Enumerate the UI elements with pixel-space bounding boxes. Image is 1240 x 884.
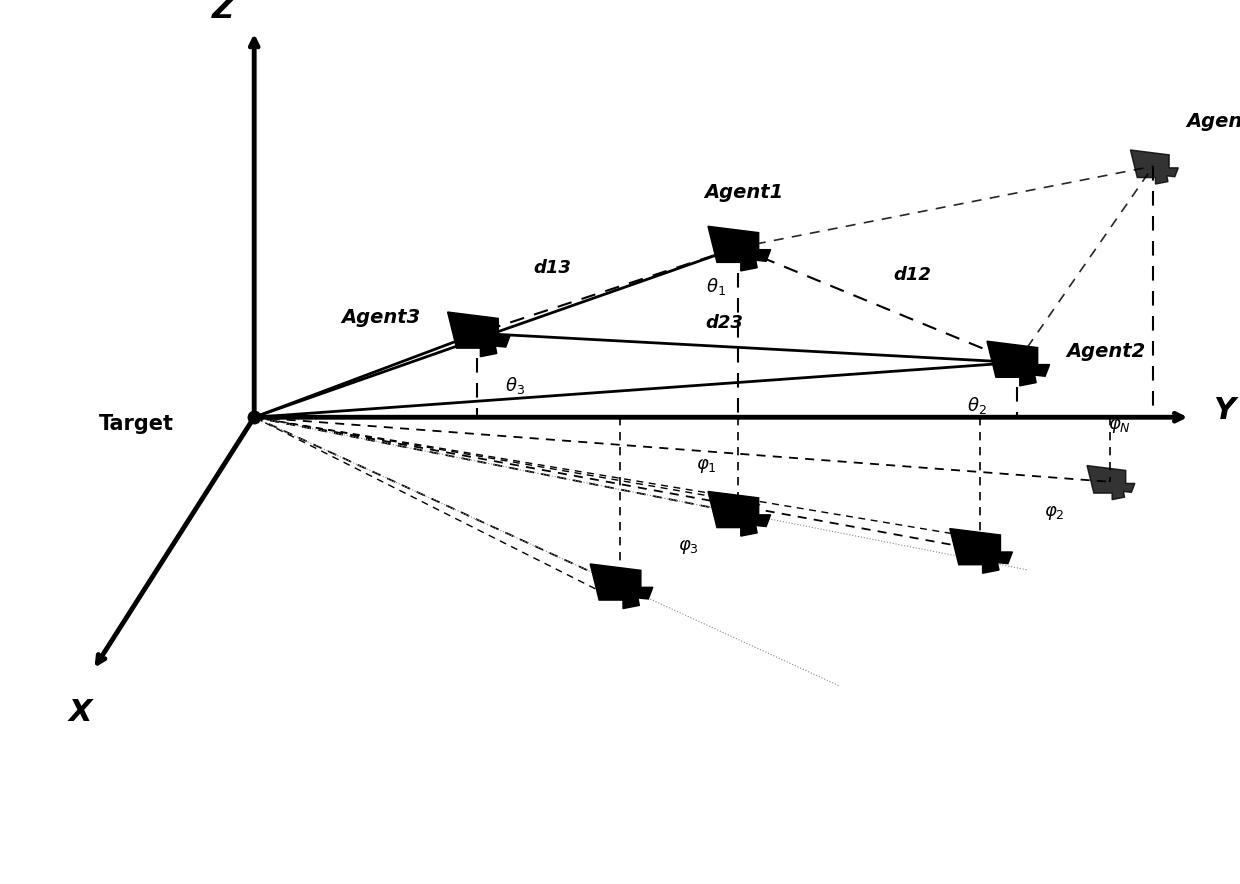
Polygon shape: [590, 564, 652, 608]
Text: $\theta_3$: $\theta_3$: [505, 375, 525, 396]
Text: Y: Y: [1213, 396, 1235, 424]
Text: d23: d23: [706, 315, 744, 332]
Text: $\varphi_3$: $\varphi_3$: [678, 537, 698, 556]
Polygon shape: [987, 341, 1049, 385]
Text: Agent1: Agent1: [704, 183, 784, 202]
Text: $\varphi_N$: $\varphi_N$: [1109, 416, 1131, 435]
Polygon shape: [708, 492, 770, 536]
Polygon shape: [448, 312, 510, 356]
Text: Agent2: Agent2: [1066, 342, 1146, 362]
Text: d13: d13: [533, 259, 570, 277]
Text: $\theta_1$: $\theta_1$: [706, 276, 725, 297]
Polygon shape: [950, 529, 1012, 573]
Polygon shape: [1087, 466, 1135, 499]
Polygon shape: [1131, 150, 1178, 184]
Text: $\theta_2$: $\theta_2$: [967, 395, 987, 416]
Text: d12: d12: [893, 266, 931, 285]
Text: Target: Target: [99, 415, 174, 434]
Polygon shape: [708, 226, 770, 271]
Text: Z: Z: [212, 0, 234, 24]
Text: $\varphi_1$: $\varphi_1$: [697, 456, 717, 475]
Text: $\varphi_2$: $\varphi_2$: [1044, 504, 1064, 522]
Text: AgentN: AgentN: [1187, 112, 1240, 131]
Text: X: X: [69, 698, 92, 728]
Text: Agent3: Agent3: [341, 308, 420, 327]
